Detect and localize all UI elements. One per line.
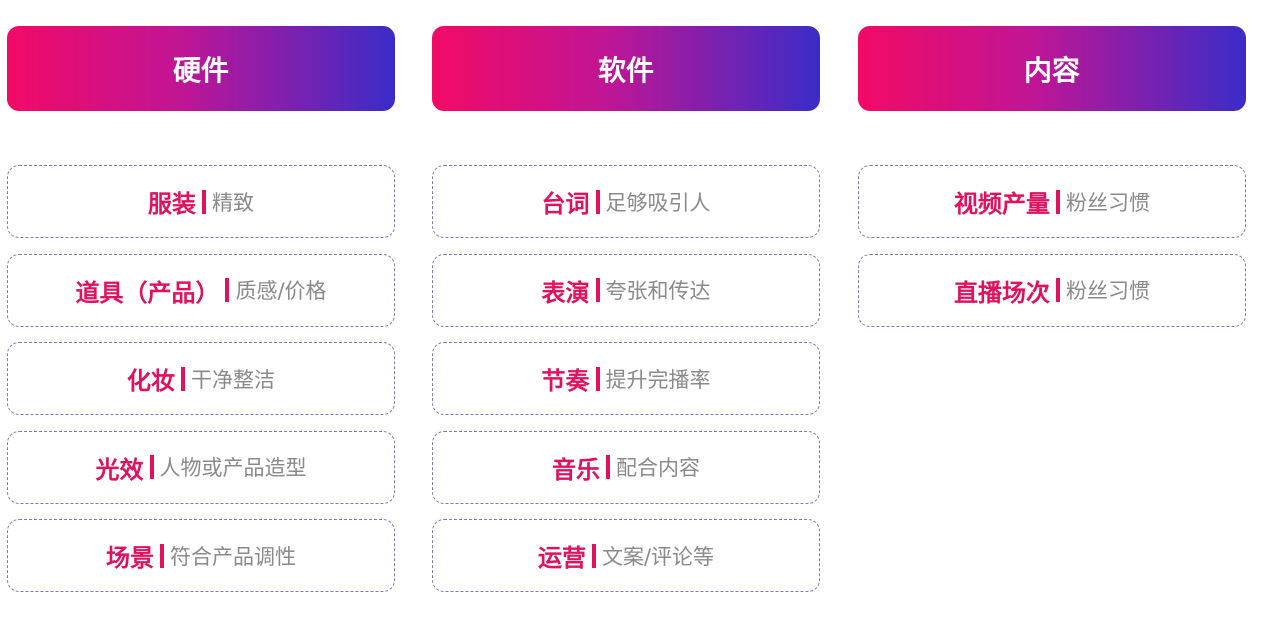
- item-card: 音乐 配合内容: [432, 430, 820, 504]
- column-header: 内容: [858, 26, 1246, 111]
- item-desc: 粉丝习惯: [1066, 190, 1150, 215]
- separator-bar: [1056, 189, 1060, 214]
- item-key: 运营: [537, 544, 586, 572]
- item-card: 化妆 干净整洁: [7, 342, 395, 415]
- item-card: 运营 文案/评论等: [432, 519, 820, 592]
- item-key: 道具（产品）: [75, 278, 220, 307]
- separator-bar: [225, 278, 230, 302]
- item-card: 台词 足够吸引人: [432, 165, 820, 238]
- item-key: 台词: [541, 190, 590, 218]
- item-card: 表演 夸张和传达: [432, 253, 820, 327]
- separator-bar: [149, 455, 154, 479]
- item-desc: 粉丝习惯: [1066, 279, 1150, 303]
- item-key: 表演: [541, 278, 590, 307]
- item-desc: 文案/评论等: [601, 544, 715, 569]
- item-card: 光效 人物或产品造型: [7, 430, 395, 504]
- item-desc: 夸张和传达: [605, 279, 711, 303]
- item-card: 直播场次 粉丝习惯: [858, 253, 1246, 327]
- column-2: 内容 视频产量 粉丝习惯 直播场次 粉丝习惯: [858, 26, 1246, 342]
- column-0: 硬件 服装 精致 道具（产品） 质感/价格 化妆 干净整洁 光效 人物或产品造型 场景 符合产品调性: [7, 26, 395, 608]
- separator-bar: [595, 366, 600, 391]
- item-desc: 质感/价格: [235, 279, 327, 303]
- item-desc: 提升完播率: [605, 367, 711, 392]
- separator-bar: [595, 189, 600, 214]
- item-desc: 配合内容: [616, 456, 700, 480]
- separator-bar: [181, 366, 185, 391]
- item-card: 服装 精致: [7, 165, 395, 238]
- item-desc: 足够吸引人: [605, 190, 711, 215]
- card-list: 视频产量 粉丝习惯 直播场次 粉丝习惯: [858, 165, 1246, 327]
- item-card: 视频产量 粉丝习惯: [858, 165, 1246, 238]
- separator-bar: [1056, 278, 1060, 302]
- item-key: 直播场次: [954, 278, 1050, 307]
- separator-bar: [202, 189, 206, 214]
- item-key: 音乐: [552, 455, 600, 484]
- column-header: 软件: [432, 26, 820, 111]
- card-list: 服装 精致 道具（产品） 质感/价格 化妆 干净整洁 光效 人物或产品造型 场景 符合产品调性: [7, 165, 395, 592]
- item-desc: 精致: [212, 190, 254, 215]
- item-key: 节奏: [541, 367, 590, 395]
- item-card: 场景 符合产品调性: [7, 519, 395, 592]
- item-key: 光效: [95, 455, 144, 484]
- item-key: 化妆: [127, 367, 175, 395]
- item-card: 节奏 提升完播率: [432, 342, 820, 415]
- item-key: 服装: [148, 190, 196, 218]
- item-desc: 干净整洁: [191, 367, 275, 392]
- item-desc: 人物或产品造型: [159, 456, 307, 480]
- separator-bar: [606, 455, 610, 479]
- item-card: 道具（产品） 质感/价格: [7, 253, 395, 327]
- separator-bar: [591, 543, 596, 568]
- item-key: 场景: [106, 544, 154, 572]
- column-1: 软件 台词 足够吸引人 表演 夸张和传达 节奏 提升完播率 音乐 配合内容 运营 文案/评论等: [432, 26, 820, 608]
- separator-bar: [595, 278, 600, 302]
- item-desc: 符合产品调性: [170, 544, 296, 569]
- column-header: 硬件: [7, 26, 395, 111]
- item-key: 视频产量: [954, 190, 1050, 218]
- separator-bar: [160, 543, 164, 568]
- card-list: 台词 足够吸引人 表演 夸张和传达 节奏 提升完播率 音乐 配合内容 运营 文案/评论等: [432, 165, 820, 592]
